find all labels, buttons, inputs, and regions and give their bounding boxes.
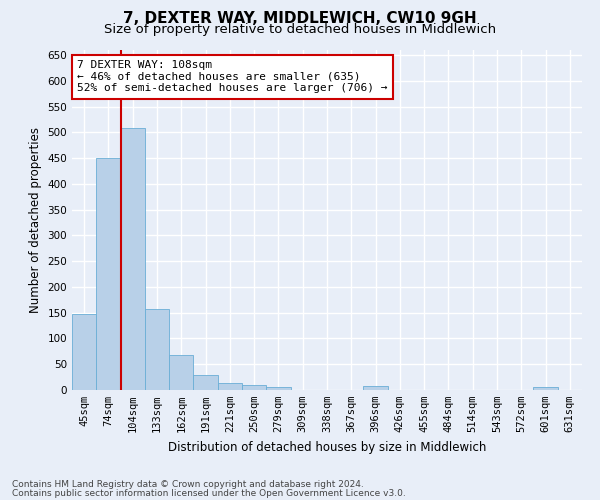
Bar: [242, 386, 266, 390]
Text: Contains HM Land Registry data © Crown copyright and database right 2024.: Contains HM Land Registry data © Crown c…: [12, 480, 364, 489]
Bar: [121, 128, 145, 390]
Bar: [266, 388, 290, 390]
Bar: [169, 355, 193, 390]
Bar: [218, 384, 242, 390]
Y-axis label: Number of detached properties: Number of detached properties: [29, 127, 42, 313]
Bar: [145, 308, 169, 390]
Bar: [72, 314, 96, 390]
X-axis label: Distribution of detached houses by size in Middlewich: Distribution of detached houses by size …: [168, 440, 486, 454]
Bar: [364, 386, 388, 390]
Text: 7, DEXTER WAY, MIDDLEWICH, CW10 9GH: 7, DEXTER WAY, MIDDLEWICH, CW10 9GH: [123, 11, 477, 26]
Bar: [96, 158, 121, 390]
Text: Size of property relative to detached houses in Middlewich: Size of property relative to detached ho…: [104, 24, 496, 36]
Bar: [193, 374, 218, 390]
Text: 7 DEXTER WAY: 108sqm
← 46% of detached houses are smaller (635)
52% of semi-deta: 7 DEXTER WAY: 108sqm ← 46% of detached h…: [77, 60, 388, 94]
Text: Contains public sector information licensed under the Open Government Licence v3: Contains public sector information licen…: [12, 488, 406, 498]
Bar: [533, 387, 558, 390]
